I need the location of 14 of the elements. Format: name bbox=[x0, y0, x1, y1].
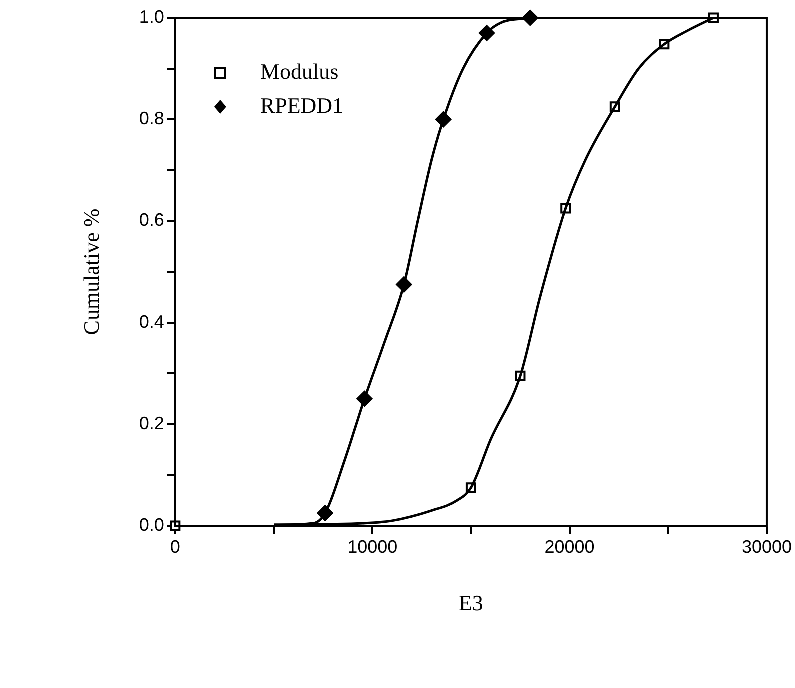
x-tick-label: 10000 bbox=[348, 536, 398, 557]
y-axis-title: Cumulative % bbox=[78, 208, 104, 336]
x-tick-label: 0 bbox=[170, 536, 180, 557]
x-tick-label: 20000 bbox=[544, 536, 595, 557]
y-tick-label: 0.0 bbox=[139, 514, 164, 535]
legend-label: RPEDD1 bbox=[260, 92, 344, 118]
y-tick-label: 1.0 bbox=[139, 6, 164, 27]
y-tick-label: 0.6 bbox=[139, 210, 164, 230]
y-tick-label: 0.2 bbox=[139, 413, 164, 434]
y-tick-label: 0.4 bbox=[139, 312, 164, 332]
x-axis-title: E3 bbox=[458, 590, 484, 616]
y-tick-label: 0.8 bbox=[139, 108, 164, 129]
legend-label: Modulus bbox=[260, 58, 339, 84]
x-tick-label: 30000 bbox=[742, 536, 792, 557]
